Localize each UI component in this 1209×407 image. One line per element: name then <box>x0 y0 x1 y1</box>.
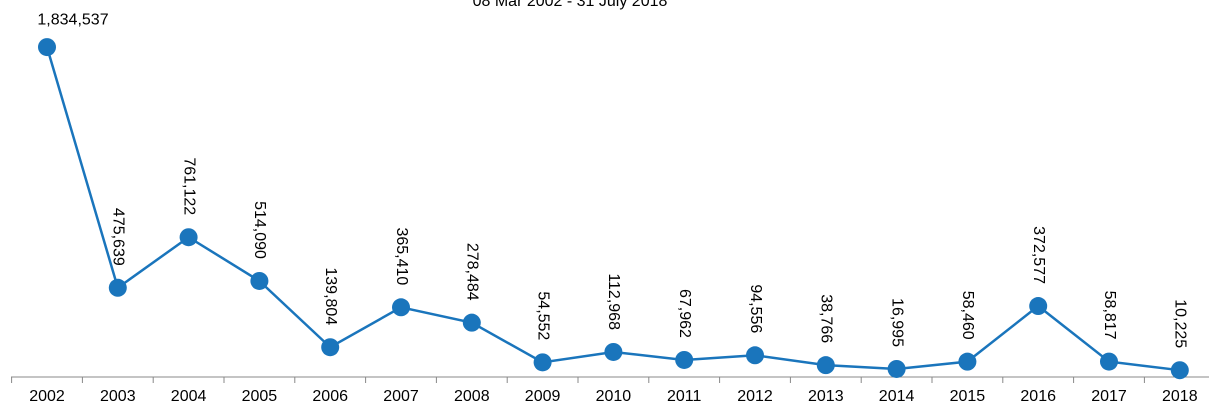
marker <box>1100 352 1118 371</box>
data-label: 54,552 <box>534 291 551 340</box>
marker <box>38 38 56 57</box>
data-label: 761,122 <box>180 157 197 215</box>
marker <box>108 278 127 297</box>
x-tick-label: 2006 <box>312 388 348 405</box>
marker <box>250 271 269 290</box>
x-tick-label: 2012 <box>737 388 773 405</box>
data-label: 94,556 <box>747 284 764 333</box>
chart-subtitle: 08 Mar 2002 - 31 July 2018 <box>473 0 668 10</box>
x-tick-label: 2005 <box>242 388 278 405</box>
data-label: 139,804 <box>322 267 339 325</box>
data-label: 10,225 <box>1172 299 1189 348</box>
marker <box>533 353 552 372</box>
data-label: 365,410 <box>393 227 410 285</box>
marker <box>1170 361 1189 380</box>
data-label: 475,639 <box>110 208 127 266</box>
marker <box>321 338 340 357</box>
marker <box>958 352 977 371</box>
x-tick-label: 2017 <box>1091 388 1127 405</box>
marker <box>675 350 694 369</box>
marker <box>816 356 835 375</box>
data-label: 58,460 <box>959 291 976 340</box>
data-label: 112,968 <box>605 273 622 330</box>
data-label: 38,766 <box>818 294 835 343</box>
data-label: 1,834,537 <box>37 11 108 28</box>
marker <box>746 346 764 365</box>
x-tick-label: 2010 <box>596 388 632 405</box>
data-label: 278,484 <box>464 243 481 301</box>
x-tick-label: 2011 <box>667 388 702 405</box>
x-tick-label: 2007 <box>383 388 419 405</box>
marker <box>392 298 410 317</box>
x-tick-label: 2008 <box>454 388 490 405</box>
x-tick-label: 2018 <box>1162 388 1198 405</box>
marker <box>179 228 198 247</box>
x-tick-label: 2015 <box>950 388 986 405</box>
marker <box>1029 297 1048 316</box>
data-label: 58,817 <box>1101 291 1118 340</box>
x-tick-label: 2014 <box>879 388 915 405</box>
data-label: 372,577 <box>1030 226 1047 284</box>
data-label: 16,995 <box>888 298 905 347</box>
x-tick-label: 2009 <box>525 388 561 405</box>
x-tick-label: 2013 <box>808 388 844 405</box>
x-tick-label: 2002 <box>29 388 65 405</box>
x-tick-label: 2016 <box>1020 388 1056 405</box>
data-label: 67,962 <box>676 289 693 338</box>
marker <box>887 359 906 378</box>
marker <box>462 313 481 332</box>
data-label: 514,090 <box>251 201 268 259</box>
x-tick-label: 2003 <box>100 388 136 405</box>
marker <box>604 342 623 361</box>
x-tick-label: 2004 <box>171 388 207 405</box>
